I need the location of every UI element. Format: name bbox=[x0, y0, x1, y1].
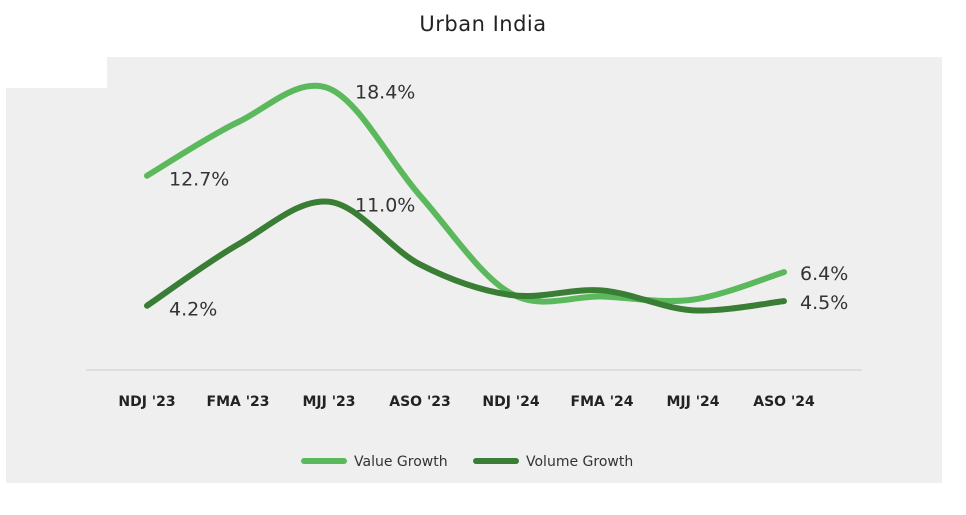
series-line-value-growth bbox=[144, 82, 787, 305]
blank-overlay bbox=[6, 57, 107, 88]
x-tick-label: ASO '23 bbox=[389, 394, 450, 410]
x-tick-label: ASO '24 bbox=[753, 394, 815, 410]
data-label: 4.5% bbox=[800, 292, 848, 314]
x-tick-label: MJJ '24 bbox=[667, 394, 720, 410]
series-line-volume-growth bbox=[144, 198, 787, 314]
x-tick-label: FMA '24 bbox=[571, 394, 634, 410]
chart-title: Urban India bbox=[419, 12, 547, 36]
legend-label: Value Growth bbox=[354, 454, 448, 470]
x-tick-label: NDJ '23 bbox=[118, 394, 175, 410]
x-tick-label: MJJ '23 bbox=[303, 394, 356, 410]
data-label: 11.0% bbox=[355, 195, 415, 217]
data-label: 18.4% bbox=[355, 81, 415, 103]
x-tick-label: FMA '23 bbox=[207, 394, 270, 410]
data-label: 4.2% bbox=[169, 299, 217, 321]
data-label: 12.7% bbox=[169, 169, 229, 191]
data-label: 6.4% bbox=[800, 263, 848, 285]
x-tick-label: NDJ '24 bbox=[482, 394, 539, 410]
legend-label: Volume Growth bbox=[526, 454, 633, 470]
